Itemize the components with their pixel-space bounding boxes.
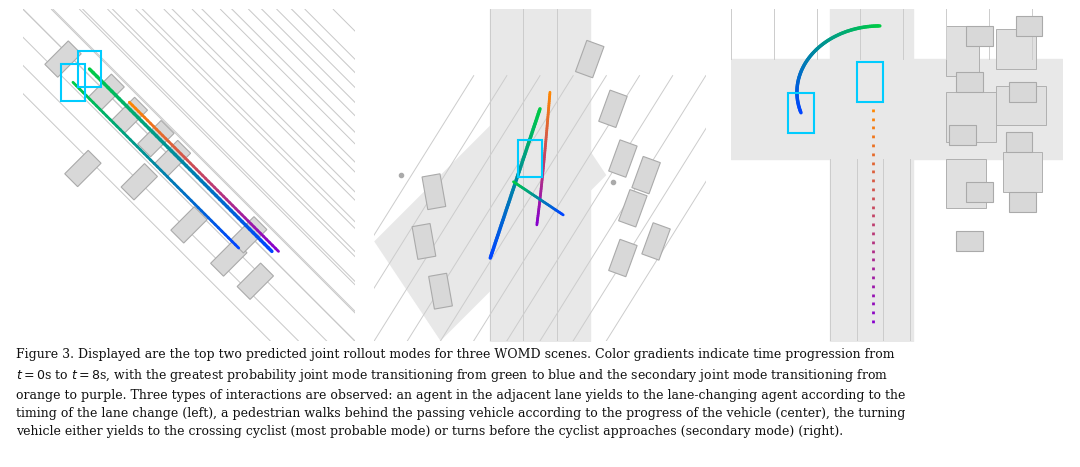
Polygon shape [111,97,148,134]
Polygon shape [956,72,983,92]
Polygon shape [121,163,158,200]
Bar [856,63,883,102]
Polygon shape [949,125,976,145]
Polygon shape [230,217,267,253]
Polygon shape [65,150,102,187]
Polygon shape [642,223,671,260]
Polygon shape [609,239,637,277]
Polygon shape [619,190,647,227]
Polygon shape [576,40,604,78]
Polygon shape [632,156,660,194]
Bar [518,140,542,177]
Polygon shape [211,240,247,276]
Polygon shape [374,76,606,341]
Bar [1002,152,1042,191]
Polygon shape [1009,82,1036,102]
Polygon shape [609,140,637,177]
Bar [78,51,102,87]
Polygon shape [429,273,453,309]
Polygon shape [45,41,81,77]
Polygon shape [413,224,436,259]
Polygon shape [966,182,993,202]
Polygon shape [1009,191,1036,212]
Polygon shape [87,74,124,110]
Polygon shape [422,174,446,210]
Bar [787,93,814,133]
Polygon shape [966,26,993,46]
Polygon shape [1016,16,1042,36]
Bar [946,159,986,208]
Polygon shape [171,207,207,243]
Polygon shape [154,141,190,177]
Bar [62,64,84,100]
Polygon shape [598,90,627,127]
Polygon shape [1005,132,1032,152]
Bar [996,85,1045,125]
Bar [996,29,1036,69]
Bar [946,26,980,76]
Bar [946,92,996,142]
Polygon shape [956,232,983,251]
Text: Figure 3. Displayed are the top two predicted joint rollout modes for three WOMD: Figure 3. Displayed are the top two pred… [16,348,905,438]
Polygon shape [137,120,174,157]
Polygon shape [238,263,273,299]
